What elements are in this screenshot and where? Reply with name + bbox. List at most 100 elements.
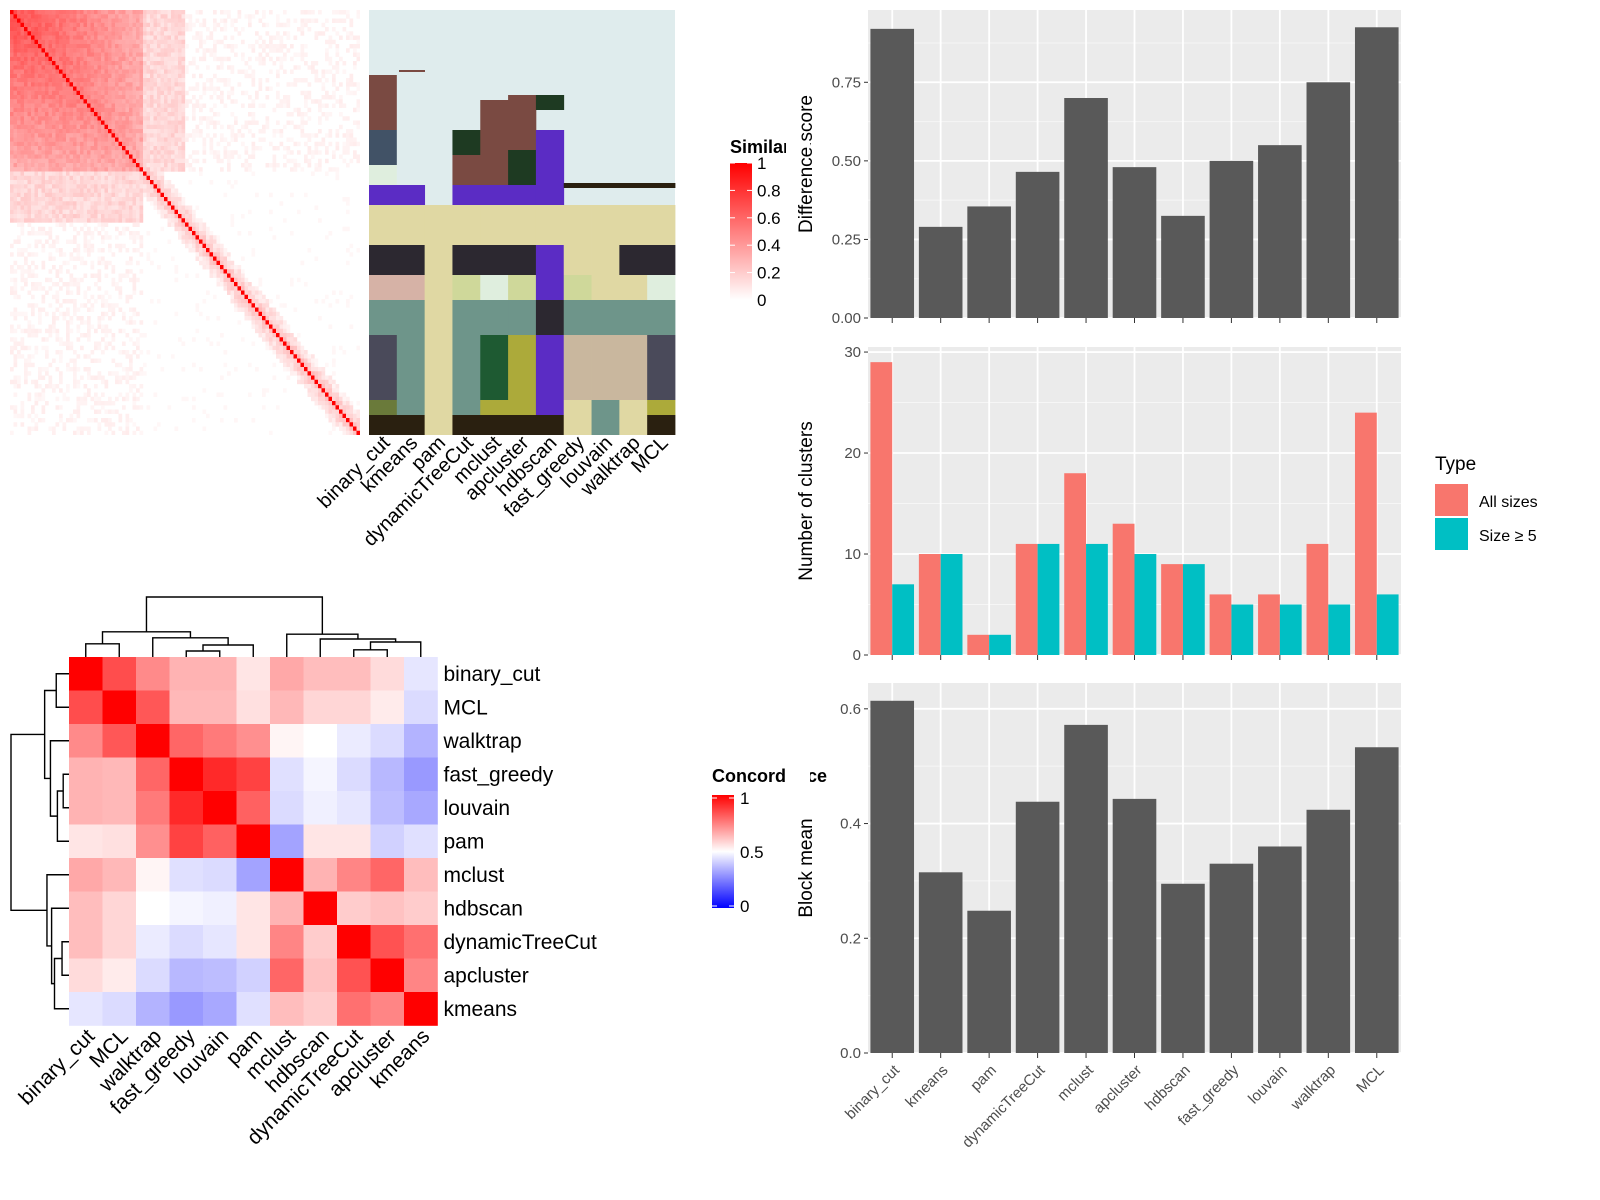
- y-axis-label: Difference score: [796, 95, 817, 233]
- concordance-cell: [236, 858, 271, 892]
- concordance-cell: [404, 690, 438, 725]
- dendrogram-branch: [62, 773, 69, 809]
- concordance-cell: [69, 891, 103, 926]
- concordance-cell: [102, 992, 137, 1026]
- bar-all-sizes: [967, 634, 990, 655]
- concordance-cell: [102, 958, 137, 993]
- bar-all-sizes: [1064, 473, 1087, 655]
- concordance-cell: [136, 657, 170, 691]
- bar-all-sizes: [870, 362, 893, 655]
- concordance-cell: [169, 657, 204, 691]
- bar-all-sizes: [1258, 594, 1280, 655]
- concordance-row-label: walktrap: [443, 730, 522, 753]
- concordance-row-label: louvain: [444, 797, 511, 820]
- bar: [1161, 883, 1205, 1053]
- type-legend-label-all-sizes: All sizes: [1479, 494, 1538, 511]
- concordance-cell: [270, 958, 304, 993]
- concordance-cell: [337, 724, 371, 758]
- dendrogram-branch: [55, 673, 69, 708]
- x-tick-label: walktrap: [1287, 1062, 1339, 1114]
- x-tick-label: dynamicTreeCut: [959, 1061, 1049, 1151]
- concordance-cell: [337, 791, 371, 825]
- bar: [1112, 798, 1157, 1053]
- concordance-cell: [169, 958, 204, 993]
- bar-size5: [1182, 564, 1205, 655]
- concordance-cell: [236, 657, 271, 691]
- concordance-cell: [169, 992, 204, 1026]
- bar: [967, 206, 1011, 318]
- type-legend-label-size5: Size ≥ 5: [1479, 528, 1537, 545]
- bar: [1306, 809, 1351, 1053]
- y-tick-label: 0: [853, 647, 861, 664]
- concordance-cell: [69, 925, 103, 959]
- concordance-cell: [370, 958, 405, 993]
- concordance-cell: [136, 925, 170, 959]
- concordance-row-label: apcluster: [444, 964, 529, 987]
- concordance-cell: [203, 757, 237, 792]
- bar-all-sizes: [1209, 594, 1232, 655]
- bar: [1209, 863, 1254, 1053]
- concordance-cell: [102, 858, 137, 892]
- concordance-cell: [303, 925, 338, 959]
- concordance-cell: [102, 791, 137, 825]
- concordance-cell: [404, 757, 438, 792]
- concordance-cell: [236, 690, 271, 725]
- dendrogram-branch: [49, 740, 69, 817]
- concordance-cell: [102, 925, 137, 959]
- bar-size5: [1376, 594, 1399, 655]
- bar-all-sizes: [1112, 523, 1135, 655]
- concordance-cell: [236, 791, 271, 825]
- concordance-column-label: binary_cut: [15, 1025, 100, 1110]
- dendrogram-branch: [145, 596, 324, 635]
- concordance-cell: [69, 657, 103, 691]
- type-legend-key-all-sizes: [1435, 484, 1468, 516]
- concordance-cell: [69, 958, 103, 993]
- concordance-cell: [370, 690, 405, 725]
- concordance-cell: [136, 992, 170, 1026]
- concordance-cell: [136, 690, 170, 725]
- concordance-cell: [270, 891, 304, 926]
- concordance-cell: [404, 992, 438, 1026]
- concordance-cell: [404, 824, 438, 859]
- concordance-cell: [169, 757, 204, 792]
- cluster-assignment-column-labels: binary_cutkmeanspamdynamicTreeCutmclusta…: [314, 432, 673, 551]
- concordance-cell: [169, 724, 204, 758]
- concordance-cell: [236, 757, 271, 792]
- x-tick-label: binary_cut: [842, 1061, 904, 1123]
- concordance-cell: [404, 858, 438, 892]
- bar: [870, 700, 915, 1053]
- concordance-cell: [404, 925, 438, 959]
- concordance-cell: [102, 690, 137, 725]
- concordance-legend-tick: 0: [740, 897, 749, 916]
- legend-mask-2: [786, 740, 810, 800]
- bar-size5: [1134, 554, 1157, 655]
- dendrogram-branch: [152, 637, 229, 657]
- bar: [1112, 167, 1157, 318]
- concordance-column-labels: binary_cutMCLwalktrapfast_greedylouvainp…: [15, 1024, 435, 1149]
- concordance-cell: [370, 757, 405, 792]
- concordance-cell: [203, 690, 237, 725]
- concordance-cell: [169, 690, 204, 725]
- concordance-cell: [136, 824, 170, 859]
- concordance-cell: [404, 891, 438, 926]
- bar-all-sizes: [1354, 412, 1377, 655]
- x-tick-label: apcluster: [1090, 1062, 1145, 1117]
- dendrogram-branch: [353, 649, 388, 657]
- y-tick-label: 0.6: [840, 701, 861, 718]
- concordance-cell: [270, 690, 304, 725]
- bar: [1064, 724, 1108, 1053]
- bar-all-sizes: [1015, 543, 1038, 655]
- similarity-legend-tick: 0.4: [757, 236, 781, 255]
- difference-score-panel: 0.00 0.25 0.50 0.75 Difference score: [796, 10, 1401, 327]
- concordance-cell: [303, 992, 338, 1026]
- concordance-cell: [69, 724, 103, 758]
- type-legend: Type All sizes Size ≥ 5: [1435, 454, 1538, 550]
- concordance-cell: [337, 992, 371, 1026]
- y-tick-label: 0.00: [832, 310, 861, 327]
- concordance-cell: [236, 958, 271, 993]
- similarity-legend-tick: 1: [757, 154, 766, 173]
- concordance-cell: [337, 690, 371, 725]
- bar: [1354, 747, 1399, 1053]
- similarity-legend-tick: 0.8: [757, 181, 781, 200]
